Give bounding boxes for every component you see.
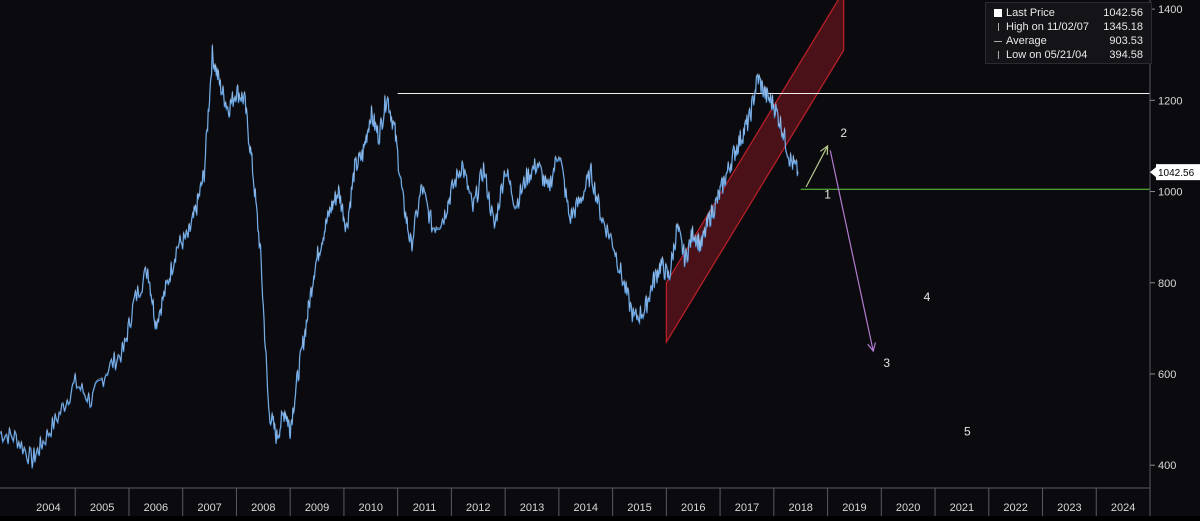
x-axis-band [0,488,1200,516]
y-tick-label: 1000 [1158,187,1182,199]
tick-icon [998,51,999,59]
x-tick-label: 2016 [681,502,705,514]
arrowhead [819,144,829,155]
wave-label: 5 [964,425,971,439]
y-tick-label: 600 [1158,369,1176,381]
legend-low: Low on 05/21/04 394.58 [992,48,1145,62]
legend-label: Last Price [1006,7,1055,19]
legend-label: High on 11/02/07 [1006,21,1089,33]
x-tick-label: 2013 [520,502,544,514]
legend-last-price: Last Price 1042.56 [992,6,1145,20]
x-tick-label: 2023 [1057,502,1081,514]
wave-label: 4 [924,290,931,304]
y-tick-label: 1200 [1158,95,1182,107]
legend-average: Average 903.53 [992,34,1145,48]
y-tick-label: 1400 [1158,4,1182,16]
x-tick-label: 2014 [574,502,598,514]
legend-value: 394.58 [1109,49,1143,61]
tick-icon [998,23,999,31]
legend-value: 1345.18 [1103,21,1143,33]
x-tick-label: 2005 [90,502,114,514]
y-tick-label: 800 [1158,278,1176,290]
x-tick-label: 2006 [144,502,168,514]
x-tick-label: 2007 [197,502,221,514]
wave-label: 3 [883,356,890,370]
chart-legend: Last Price 1042.56 High on 11/02/07 1345… [985,2,1152,64]
legend-value: 903.53 [1109,35,1143,47]
x-tick-label: 2020 [896,502,920,514]
wave-label: 2 [840,126,847,140]
x-tick-label: 2022 [1003,502,1027,514]
projection-arrow [805,145,829,188]
legend-value: 1042.56 [1103,7,1143,19]
x-tick-label: 2015 [627,502,651,514]
price-line-highlight [0,43,799,467]
x-tick-label: 2021 [950,502,974,514]
square-icon [994,9,1002,17]
legend-high: High on 11/02/07 1345.18 [992,20,1145,34]
legend-label: Average [1006,35,1047,47]
trend-channel [665,0,845,345]
dash-icon [994,41,1002,42]
x-tick-label: 2008 [251,502,275,514]
x-tick-label: 2011 [413,502,437,514]
wave-label: 1 [824,187,831,201]
x-tick-label: 2024 [1111,502,1135,514]
arrowhead [867,342,876,353]
y-tick-label: 400 [1158,460,1176,472]
x-tick-label: 2017 [735,502,759,514]
x-tick-label: 2004 [36,502,60,514]
projection-arrow [829,150,874,352]
last-price-label: 1042.56 [1158,168,1195,179]
last-price-tag [1156,164,1200,181]
x-tick-label: 2009 [305,502,329,514]
x-tick-label: 2010 [359,502,383,514]
x-tick-label: 2018 [788,502,812,514]
x-tick-label: 2012 [466,502,490,514]
x-tick-label: 2019 [842,502,866,514]
last-price-pointer [1150,167,1156,178]
legend-label: Low on 05/21/04 [1006,49,1088,61]
